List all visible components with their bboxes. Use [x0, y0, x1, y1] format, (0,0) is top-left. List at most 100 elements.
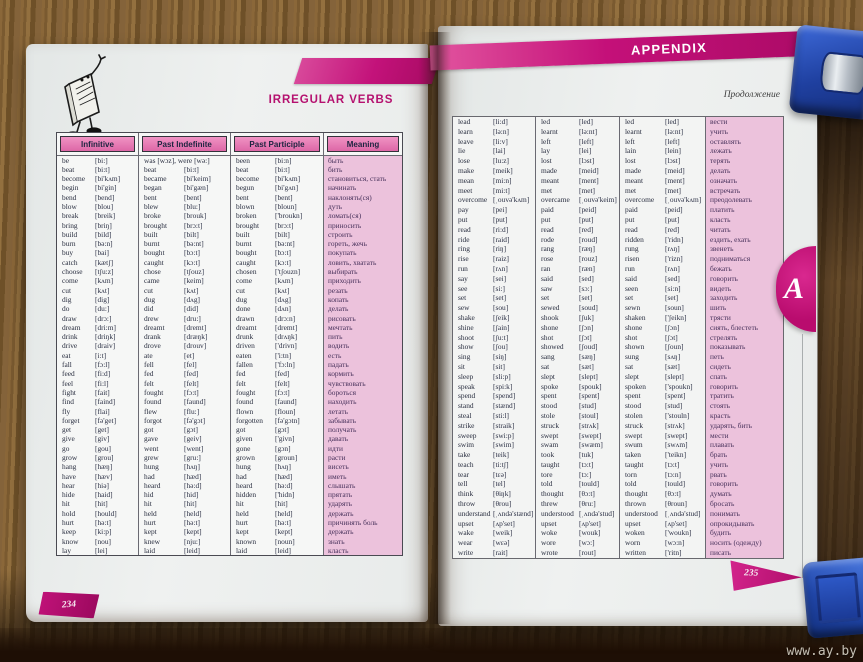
cell-past-indefinite: knew: [138, 536, 184, 546]
cell-infinitive-transcription: [riŋ]: [493, 244, 507, 254]
cell-infinitive: stand: [458, 401, 474, 411]
cell-infinitive-transcription: [put]: [493, 214, 508, 224]
cell-past-participle: found: [230, 397, 275, 407]
cell-past-indefinite-transcription: [dru:]: [184, 313, 201, 323]
table-row: sleep [sli:p] slept [slept] slept [slept] спат…: [453, 371, 783, 382]
cell-infinitive-transcription: [rait]: [493, 548, 508, 558]
cell-past-indefinite: hid: [138, 490, 184, 500]
table-row: begin [bi'gin] began [bi'gæn] begun [bi'gʌn] н…: [57, 183, 402, 193]
cell-past-participle: left: [619, 136, 665, 147]
cell-meaning: копать: [323, 294, 402, 305]
cell-meaning: будить: [705, 528, 783, 539]
cell-infinitive: take: [458, 450, 471, 460]
cell-infinitive: burn: [62, 239, 76, 249]
header-meaning: Meaning: [327, 136, 399, 152]
cell-meaning: быть: [323, 155, 402, 165]
cell-past-participle-transcription: ['woukn]: [665, 528, 692, 538]
cell-infinitive-transcription: [swim]: [493, 440, 514, 450]
cell-meaning: стрелять: [705, 332, 783, 343]
cell-meaning: думать: [705, 489, 783, 500]
cell-past-indefinite: meant: [535, 175, 579, 186]
cell-infinitive: drive: [62, 341, 78, 351]
cell-past-indefinite-transcription: [wɔ:]: [579, 538, 595, 548]
cell-meaning: держать: [323, 508, 402, 519]
cell-infinitive: find: [62, 397, 74, 407]
cell-past-indefinite-transcription: [brouk]: [184, 211, 207, 221]
table-row: wear [wɛə] wore [wɔ:] worn [wɔ:n] носить (одеж…: [453, 538, 783, 549]
cell-meaning: забывать: [323, 415, 402, 426]
cell-infinitive-transcription: [bi:t]: [95, 164, 110, 174]
cell-infinitive: bring: [62, 220, 78, 230]
cell-meaning: ездить, ехать: [705, 234, 783, 245]
cell-past-indefinite: put: [535, 214, 579, 225]
cell-past-participle: risen: [619, 254, 665, 264]
cell-infinitive: teach: [458, 459, 474, 469]
cell-infinitive-transcription: [ʃain]: [493, 322, 510, 332]
cell-past-participle: sat: [619, 361, 665, 372]
table-row: lose [lu:z] lost [lɔst] lost [lɔst] терять: [453, 156, 783, 166]
table-row: learn [lə:n] learnt [lə:nt] learnt [lə:nt] учи…: [453, 126, 783, 137]
cell-meaning: ловить, хватать: [323, 257, 402, 268]
cell-infinitive: meet: [458, 185, 473, 195]
cell-meaning: класть: [323, 545, 402, 556]
cell-infinitive-transcription: [kʌt]: [95, 285, 110, 295]
cell-past-indefinite-transcription: [bi:t]: [184, 164, 199, 174]
cell-infinitive-transcription: [raiz]: [493, 254, 509, 264]
cell-past-participle: hidden: [230, 490, 275, 500]
cell-infinitive-transcription: [siŋ]: [493, 352, 507, 362]
table-row: put [put] put [put] put [put] класть: [453, 214, 783, 225]
cell-past-indefinite-transcription: [red]: [579, 224, 594, 234]
cell-past-indefinite: forgot: [138, 415, 184, 426]
cell-infinitive: strike: [458, 420, 475, 430]
cell-meaning: класть: [705, 214, 783, 225]
cell-infinitive-transcription: [bi:]: [95, 155, 108, 165]
cell-past-participle-transcription: [swʌm]: [665, 440, 688, 450]
cell-past-indefinite: gave: [138, 434, 184, 444]
cell-past-participle-transcription: [tould]: [665, 479, 686, 489]
cell-past-indefinite: told: [535, 479, 579, 490]
cell-past-indefinite: held: [138, 508, 184, 519]
cell-past-indefinite: became: [138, 174, 184, 184]
cell-past-indefinite-transcription: [tʃouz]: [184, 267, 205, 277]
cell-infinitive: throw: [458, 499, 476, 509]
cell-meaning: начинать: [323, 183, 402, 193]
cell-past-participle-transcription: [red]: [665, 224, 680, 234]
cell-past-participle: laid: [230, 545, 275, 556]
cell-meaning: ударять, бить: [705, 420, 783, 431]
cell-meaning: рвать: [705, 469, 783, 480]
cell-infinitive-transcription: [mi:n]: [493, 175, 512, 185]
cell-meaning: приходить: [323, 276, 402, 286]
cell-infinitive-transcription: [weik]: [493, 528, 513, 538]
cell-past-indefinite: read: [535, 224, 579, 235]
cell-meaning: кормить: [323, 369, 402, 379]
cell-meaning: делать: [705, 165, 783, 176]
cell-past-indefinite: swept: [535, 430, 579, 441]
cell-past-indefinite: brought: [138, 220, 184, 230]
table-row: have [hæv] had [hæd] had [hæd] иметь: [57, 471, 402, 481]
cell-past-participle-transcription: [kept]: [275, 527, 293, 537]
cell-past-indefinite-transcription: [bi'gæn]: [184, 183, 209, 193]
cell-past-indefinite-transcription: [felt]: [184, 378, 199, 388]
cell-past-participle-transcription: [hit]: [275, 499, 288, 509]
cell-past-participle-transcription: [ʌp'set]: [665, 518, 687, 528]
cell-past-indefinite: met: [535, 185, 579, 196]
cell-past-participle-transcription: [rʌŋ]: [665, 244, 680, 254]
cell-past-participle: torn: [619, 469, 665, 480]
table-row: read [ri:d] read [red] read [red] читать: [453, 224, 783, 235]
cell-past-participle-transcription: [sed]: [665, 273, 680, 283]
cell-past-indefinite: shook: [535, 312, 579, 323]
cell-infinitive-transcription: [straik]: [493, 420, 515, 430]
cell-infinitive-transcription: [ti:tʃ]: [493, 459, 509, 469]
cell-meaning: бить: [323, 164, 402, 175]
table-row: throw [θrou] threw [θru:] thrown [θroun] броса…: [453, 499, 783, 509]
table-row: beat [bi:t] beat [bi:t] beat [bi:t] бить: [57, 164, 402, 175]
cell-meaning: петь: [705, 352, 783, 362]
cell-past-indefinite-transcription: [kɔ:t]: [184, 257, 201, 267]
cell-infinitive: lay: [62, 545, 72, 555]
cell-infinitive: think: [458, 489, 474, 499]
left-book-page: IRREGULAR VERBS Infinitive Past Indefini…: [26, 44, 441, 622]
cell-past-indefinite-transcription: [stud]: [579, 401, 597, 411]
table-row: fly [flai] flew [flu:] flown [floun] летать: [57, 406, 402, 416]
cell-meaning: лежать: [705, 146, 783, 157]
cell-infinitive: mean: [458, 175, 475, 185]
